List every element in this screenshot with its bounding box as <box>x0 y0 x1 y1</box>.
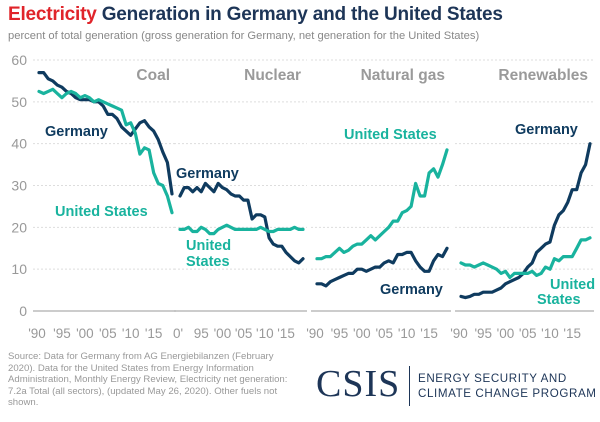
label-united-states-line-1: United <box>186 238 231 254</box>
logo-program-line-1: ENERGY SECURITY AND <box>418 372 567 385</box>
x-tick-label: '05 <box>235 326 253 341</box>
x-tick-label: '10 <box>541 326 559 341</box>
x-tick-label: '00 <box>214 326 232 341</box>
x-tick-label: '00 <box>497 326 515 341</box>
label-germany: Germany <box>176 166 239 182</box>
chart-title: Electricity Generation in Germany and th… <box>8 4 503 26</box>
x-tick-label: '90 <box>28 326 46 341</box>
panel-title: Nuclear <box>244 67 301 84</box>
series-line-germany <box>37 70 174 196</box>
y-tick-label: 50 <box>11 94 27 110</box>
x-tick-label: '95 <box>53 326 71 341</box>
x-tick-label: '15 <box>563 326 581 341</box>
x-tick-label: '10 <box>122 326 140 341</box>
small-multiples-chart: 0102030405060Coal'90'95'00'05'10'15Germa… <box>11 52 595 341</box>
label-united-states-line-2: States <box>186 254 230 270</box>
x-tick-label: '95 <box>331 326 349 341</box>
chart-subtitle: percent of total generation (gross gener… <box>8 30 480 42</box>
x-tick-label: '90 <box>306 326 324 341</box>
x-tick-label: 0' <box>173 326 183 341</box>
y-tick-label: 0 <box>19 303 27 319</box>
x-tick-label: '05 <box>99 326 117 341</box>
series-line-united-states <box>315 148 449 261</box>
series-line-united-states <box>178 223 305 236</box>
x-tick-label: '10 <box>256 326 274 341</box>
x-tick-label: '15 <box>420 326 438 341</box>
series-line-germany <box>459 142 592 300</box>
series-line-germany <box>178 181 305 265</box>
label-united-states-line-2: States <box>537 292 581 308</box>
y-tick-label: 60 <box>11 52 27 68</box>
x-tick-label: '05 <box>375 326 393 341</box>
chart-title-rest: Generation in Germany and the United Sta… <box>96 4 503 25</box>
series-line-united-states <box>37 87 174 215</box>
source-note: Source: Data for Germany from AG Energie… <box>8 351 288 409</box>
x-tick-label: '00 <box>76 326 94 341</box>
x-tick-label: '90 <box>450 326 468 341</box>
label-germany: Germany <box>45 124 108 140</box>
csis-logo: CSIS ENERGY SECURITY AND CLIMATE CHANGE … <box>312 358 598 418</box>
label-united-states: United States <box>55 204 148 220</box>
y-tick-label: 40 <box>11 136 27 152</box>
logo-wordmark: CSIS <box>316 363 401 405</box>
x-tick-label: '05 <box>519 326 537 341</box>
chart-title-highlight: Electricity <box>8 4 97 25</box>
panel-title: Coal <box>136 67 170 84</box>
x-tick-label: '00 <box>353 326 371 341</box>
x-tick-label: '15 <box>145 326 163 341</box>
y-tick-label: 10 <box>11 261 27 277</box>
panel-title: Renewables <box>498 67 588 84</box>
panel-title: Natural gas <box>361 67 445 84</box>
x-tick-label: '95 <box>474 326 492 341</box>
y-tick-label: 30 <box>11 178 27 194</box>
series-line-germany <box>315 246 449 288</box>
label-united-states-line-1: United <box>550 277 595 293</box>
logo-program-line-2: CLIMATE CHANGE PROGRAM <box>418 387 597 400</box>
logo-divider <box>409 366 410 406</box>
y-tick-label: 20 <box>11 219 27 235</box>
x-tick-label: 95 <box>194 326 209 341</box>
label-germany: Germany <box>380 282 443 298</box>
label-united-states: United States <box>344 127 437 143</box>
label-germany: Germany <box>515 122 578 138</box>
x-tick-label: '10 <box>398 326 416 341</box>
series-line-united-states <box>459 236 592 280</box>
x-tick-label: '15 <box>277 326 295 341</box>
